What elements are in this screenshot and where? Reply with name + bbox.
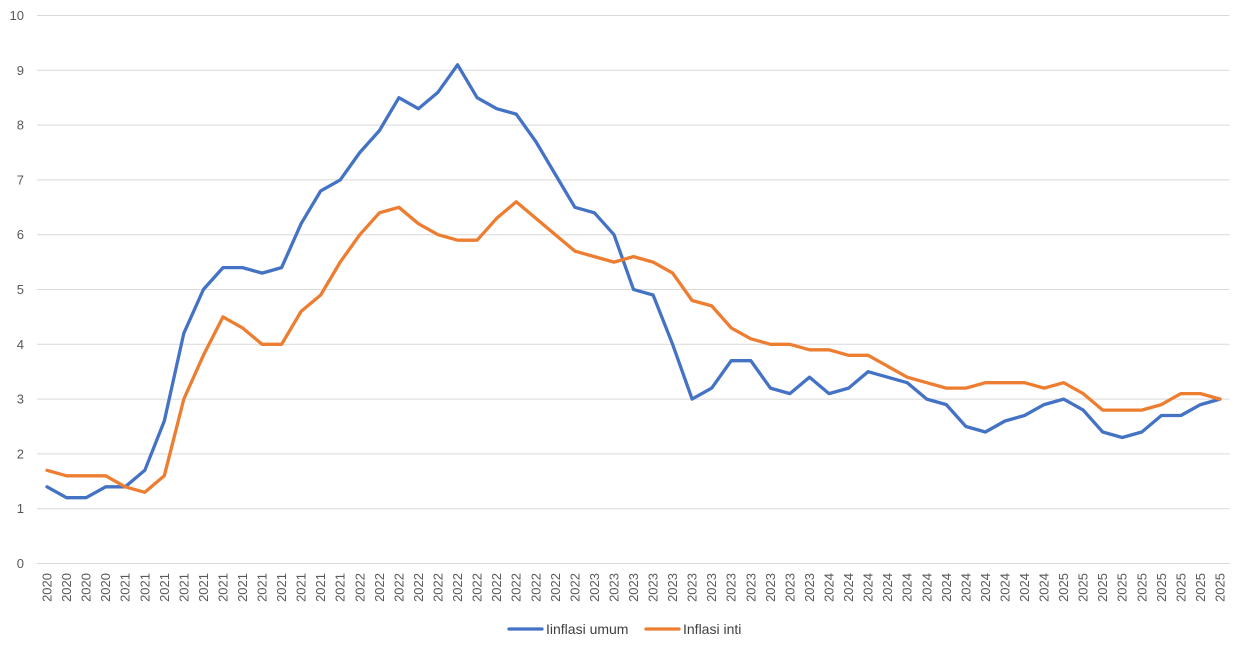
svg-text:2025: 2025 xyxy=(1173,573,1188,602)
svg-text:9: 9 xyxy=(17,63,24,78)
svg-text:4: 4 xyxy=(17,337,24,352)
svg-text:2024: 2024 xyxy=(939,573,954,602)
svg-text:2025: 2025 xyxy=(1076,573,1091,602)
svg-text:2020: 2020 xyxy=(40,573,55,602)
svg-text:2023: 2023 xyxy=(685,573,700,602)
svg-text:Inflasi inti: Inflasi inti xyxy=(683,621,741,637)
svg-text:2025: 2025 xyxy=(1115,573,1130,602)
svg-text:2023: 2023 xyxy=(665,573,680,602)
svg-text:2022: 2022 xyxy=(372,573,387,602)
svg-text:2023: 2023 xyxy=(587,573,602,602)
svg-text:2024: 2024 xyxy=(841,573,856,602)
svg-text:6: 6 xyxy=(17,227,24,242)
svg-text:2020: 2020 xyxy=(59,573,74,602)
svg-text:2023: 2023 xyxy=(607,573,622,602)
svg-text:2024: 2024 xyxy=(919,573,934,602)
svg-text:2022: 2022 xyxy=(391,573,406,602)
svg-text:2021: 2021 xyxy=(137,573,152,602)
svg-text:8: 8 xyxy=(17,118,24,133)
svg-text:2021: 2021 xyxy=(118,573,133,602)
svg-text:2020: 2020 xyxy=(98,573,113,602)
svg-text:2023: 2023 xyxy=(743,573,758,602)
svg-text:2025: 2025 xyxy=(1134,573,1149,602)
svg-text:2021: 2021 xyxy=(176,573,191,602)
svg-text:2021: 2021 xyxy=(313,573,328,602)
svg-text:2021: 2021 xyxy=(216,573,231,602)
svg-text:2022: 2022 xyxy=(431,573,446,602)
svg-text:2022: 2022 xyxy=(489,573,504,602)
svg-text:2021: 2021 xyxy=(274,573,289,602)
svg-text:2022: 2022 xyxy=(528,573,543,602)
svg-text:2023: 2023 xyxy=(724,573,739,602)
svg-text:2023: 2023 xyxy=(763,573,778,602)
svg-text:7: 7 xyxy=(17,172,24,187)
svg-text:10: 10 xyxy=(10,8,24,23)
svg-text:2: 2 xyxy=(17,446,24,461)
svg-text:2024: 2024 xyxy=(900,573,915,602)
svg-text:2021: 2021 xyxy=(157,573,172,602)
svg-text:2025: 2025 xyxy=(1056,573,1071,602)
svg-text:2020: 2020 xyxy=(79,573,94,602)
svg-text:2024: 2024 xyxy=(861,573,876,602)
svg-text:2023: 2023 xyxy=(704,573,719,602)
svg-text:2022: 2022 xyxy=(411,573,426,602)
svg-text:2022: 2022 xyxy=(509,573,524,602)
svg-text:2024: 2024 xyxy=(1017,573,1032,602)
svg-text:3: 3 xyxy=(17,392,24,407)
svg-text:2024: 2024 xyxy=(998,573,1013,602)
svg-text:2025: 2025 xyxy=(1193,573,1208,602)
svg-text:2022: 2022 xyxy=(470,573,485,602)
svg-text:2022: 2022 xyxy=(567,573,582,602)
svg-text:2025: 2025 xyxy=(1095,573,1110,602)
svg-text:2024: 2024 xyxy=(978,573,993,602)
svg-text:0: 0 xyxy=(17,556,24,571)
svg-text:2024: 2024 xyxy=(822,573,837,602)
svg-text:2021: 2021 xyxy=(235,573,250,602)
svg-text:2024: 2024 xyxy=(1037,573,1052,602)
svg-text:2023: 2023 xyxy=(626,573,641,602)
svg-text:2024: 2024 xyxy=(880,573,895,602)
svg-text:2023: 2023 xyxy=(646,573,661,602)
svg-text:2022: 2022 xyxy=(450,573,465,602)
svg-text:2021: 2021 xyxy=(255,573,270,602)
svg-text:2023: 2023 xyxy=(802,573,817,602)
svg-text:5: 5 xyxy=(17,282,24,297)
svg-text:2023: 2023 xyxy=(782,573,797,602)
svg-text:2021: 2021 xyxy=(333,573,348,602)
svg-text:Iinflasi umum: Iinflasi umum xyxy=(546,621,628,637)
svg-text:2022: 2022 xyxy=(352,573,367,602)
svg-text:2021: 2021 xyxy=(294,573,309,602)
svg-text:2025: 2025 xyxy=(1213,573,1228,602)
svg-text:2025: 2025 xyxy=(1154,573,1169,602)
svg-text:2022: 2022 xyxy=(548,573,563,602)
svg-text:2021: 2021 xyxy=(196,573,211,602)
svg-text:1: 1 xyxy=(17,501,24,516)
svg-text:2024: 2024 xyxy=(958,573,973,602)
